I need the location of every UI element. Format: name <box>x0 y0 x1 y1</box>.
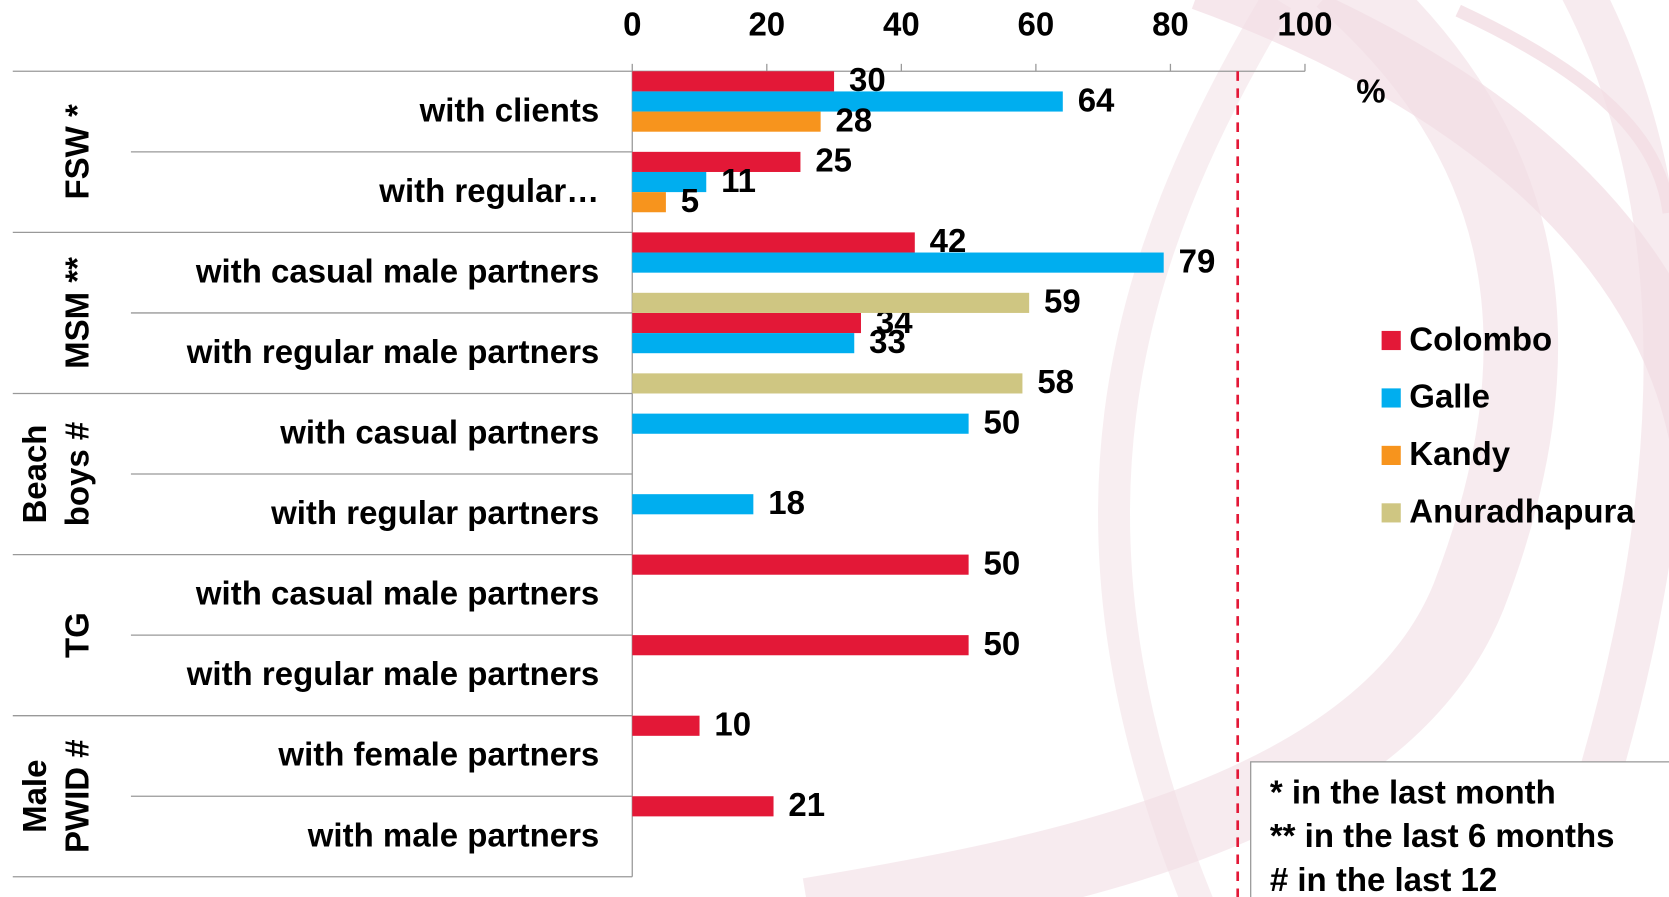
legend-swatch <box>1381 503 1401 523</box>
category-label: with regular partners <box>270 494 599 531</box>
category-label: with regular male partners <box>186 333 600 370</box>
value-label: 50 <box>984 544 1021 581</box>
bar <box>632 715 700 736</box>
legend-label: Kandy <box>1409 435 1510 472</box>
value-label: 64 <box>1078 81 1115 118</box>
bar <box>632 192 666 213</box>
legend-label: Colombo <box>1409 320 1552 357</box>
x-tick-label: 60 <box>1018 5 1055 42</box>
bar <box>632 171 707 193</box>
legend-label: Anuradhapura <box>1409 493 1635 530</box>
bar <box>632 292 1030 313</box>
value-label: 25 <box>815 142 852 179</box>
category-label: with male partners <box>307 816 600 853</box>
value-label: 28 <box>836 101 873 138</box>
group-label: TG <box>59 612 96 658</box>
value-label: 10 <box>714 706 751 743</box>
footnote: * in the last month <box>1270 774 1556 811</box>
group-label: MSM ** <box>59 257 96 369</box>
category-label: with regular… <box>378 172 599 209</box>
bar <box>632 796 774 817</box>
group-label: PWID # <box>59 739 96 853</box>
bar <box>632 111 821 132</box>
value-label: 11 <box>721 162 756 199</box>
bar <box>632 312 861 334</box>
legend-swatch <box>1381 330 1401 351</box>
x-tick-label: 0 <box>623 5 641 42</box>
category-label: with clients <box>419 91 600 128</box>
bar <box>632 635 969 656</box>
group-label: boys # <box>59 422 96 526</box>
footnote-box <box>1250 761 1669 897</box>
footnote: ** in the last 6 months <box>1270 817 1615 854</box>
bar <box>632 373 1023 394</box>
group-label: Male <box>16 760 53 833</box>
footnote: # in the last 12 <box>1270 861 1497 897</box>
category-label: with casual partners <box>279 414 599 451</box>
bar <box>632 494 754 515</box>
legend-swatch <box>1381 388 1401 408</box>
value-label: 50 <box>984 625 1021 662</box>
group-label: FSW * <box>59 104 96 199</box>
bar <box>632 554 969 575</box>
x-tick-label: 20 <box>748 5 785 42</box>
group-label: Beach <box>16 425 53 524</box>
bar <box>632 91 1063 112</box>
value-label: 79 <box>1179 242 1216 279</box>
value-label: 50 <box>984 403 1021 440</box>
x-tick-label: 40 <box>883 5 920 42</box>
value-label: 59 <box>1044 283 1081 320</box>
bar <box>632 252 1164 273</box>
bar <box>632 232 915 253</box>
value-label: 58 <box>1037 363 1074 400</box>
value-label: 21 <box>788 786 825 823</box>
value-label: 5 <box>681 182 699 219</box>
background-ribbon <box>802 0 1669 897</box>
bar <box>632 333 855 354</box>
value-label: 33 <box>869 323 906 360</box>
legend-label: Galle <box>1409 378 1490 415</box>
x-tick-label: 100 <box>1277 5 1332 42</box>
bar <box>632 413 969 434</box>
axis-label: % <box>1356 72 1385 109</box>
category-label: with casual male partners <box>195 252 599 289</box>
category-label: with female partners <box>277 736 599 773</box>
value-label: 18 <box>768 484 805 521</box>
bar <box>632 151 801 172</box>
category-label: with casual male partners <box>195 575 599 612</box>
category-label: with regular male partners <box>186 655 600 692</box>
bar <box>632 71 835 92</box>
legend-swatch <box>1381 445 1401 465</box>
x-tick-label: 80 <box>1152 5 1189 42</box>
